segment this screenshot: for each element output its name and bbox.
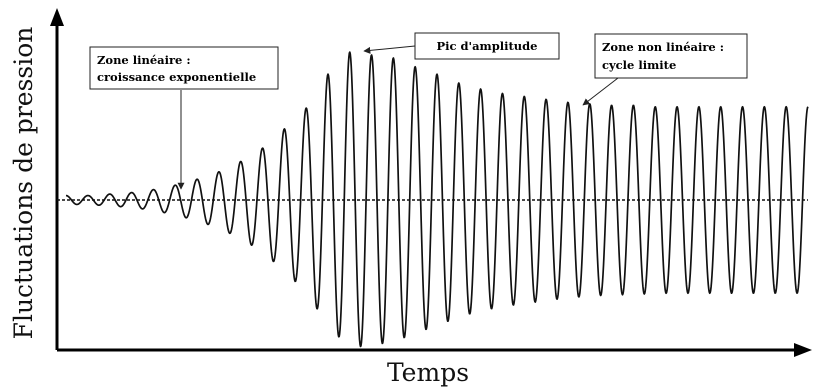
annotation-box xyxy=(594,33,748,79)
annotation-line: Pic d'amplitude xyxy=(436,39,537,53)
annotation-line: Zone non linéaire : xyxy=(602,40,724,54)
x-axis-title: Temps xyxy=(387,358,469,387)
annotation-line: cycle limite xyxy=(602,58,676,72)
series-line xyxy=(65,51,809,348)
annotation-linear-zone: Zone linéaire : croissance exponentielle xyxy=(89,46,279,190)
annotation-line: croissance exponentielle xyxy=(97,70,256,84)
annotation-nonlinear-zone: Zone non linéaire : cycle limite xyxy=(582,33,748,106)
annotation-box xyxy=(89,46,279,90)
x-axis-arrowhead xyxy=(794,343,812,357)
y-axis-arrowhead xyxy=(50,8,64,26)
annotation-arrow xyxy=(363,45,416,54)
annotation-arrow xyxy=(582,77,619,106)
annotation-peak: Pic d'amplitude xyxy=(363,32,560,60)
y-axis-title: Fluctuations de pression xyxy=(9,27,38,340)
annotation-line: Zone linéaire : xyxy=(97,53,191,67)
